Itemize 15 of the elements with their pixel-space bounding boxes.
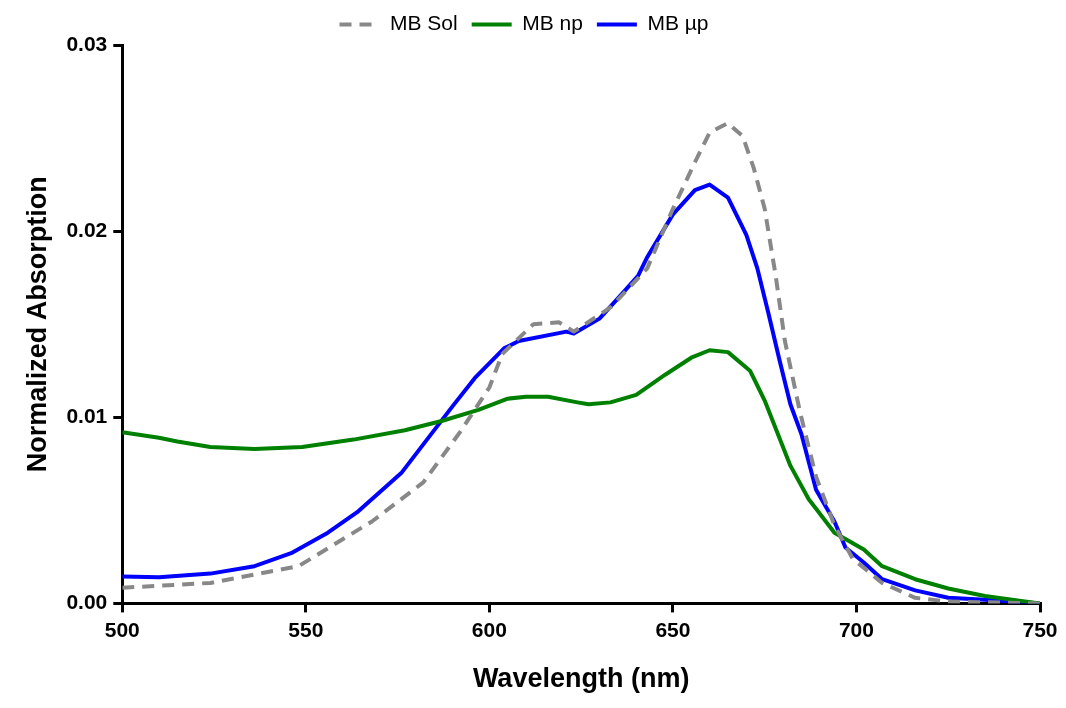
x-tick-label: 550: [288, 617, 324, 641]
y-tick-label: 0.00: [66, 590, 108, 614]
legend-label: MB np: [522, 11, 583, 35]
x-tick-label: 650: [655, 617, 691, 641]
y-axis-title: Normalized Absorption: [21, 176, 52, 473]
legend-label: MB µp: [647, 11, 709, 35]
y-tick-label: 0.03: [66, 31, 108, 55]
x-tick-label: 700: [838, 617, 874, 641]
x-tick-label: 500: [104, 617, 140, 641]
y-tick-label: 0.02: [66, 217, 108, 241]
x-tick-label: 750: [1022, 617, 1058, 641]
x-tick-label: 600: [471, 617, 507, 641]
legend-label: MB Sol: [390, 11, 458, 35]
y-tick-label: 0.01: [66, 404, 108, 428]
x-axis-title: Wavelength (nm): [472, 663, 690, 694]
